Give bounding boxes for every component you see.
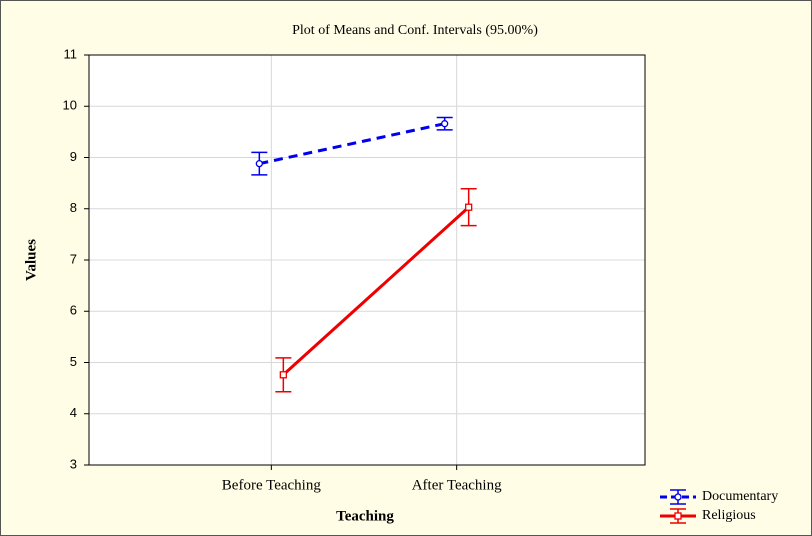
- y-tick-label: 4: [70, 405, 77, 420]
- y-tick-label: 7: [70, 251, 77, 266]
- chart-title: Plot of Means and Conf. Intervals (95.00…: [292, 23, 538, 38]
- y-tick-label: 8: [70, 200, 77, 215]
- y-tick-label: 10: [63, 98, 77, 113]
- y-axis-label: Values: [23, 239, 39, 281]
- data-point: [465, 203, 473, 211]
- y-tick-label: 9: [70, 149, 77, 164]
- series-line: [282, 206, 470, 376]
- y-tick-label: 3: [70, 456, 77, 471]
- data-point: [255, 159, 263, 168]
- data-point: [441, 120, 449, 128]
- legend-marker: [674, 512, 682, 520]
- series-line: [259, 122, 445, 166]
- x-tick-label: After Teaching: [412, 477, 502, 493]
- plot-border: [88, 54, 646, 466]
- y-tick-label: 6: [70, 303, 77, 318]
- legend-label: Documentary: [702, 489, 778, 504]
- y-tick-label: 11: [64, 46, 78, 61]
- data-point: [279, 371, 287, 379]
- x-axis-label: Teaching: [336, 508, 394, 524]
- legend-label: Religious: [702, 508, 756, 523]
- legend-marker: [674, 493, 682, 501]
- x-tick-label: Before Teaching: [222, 477, 322, 493]
- y-tick-label: 5: [70, 354, 77, 369]
